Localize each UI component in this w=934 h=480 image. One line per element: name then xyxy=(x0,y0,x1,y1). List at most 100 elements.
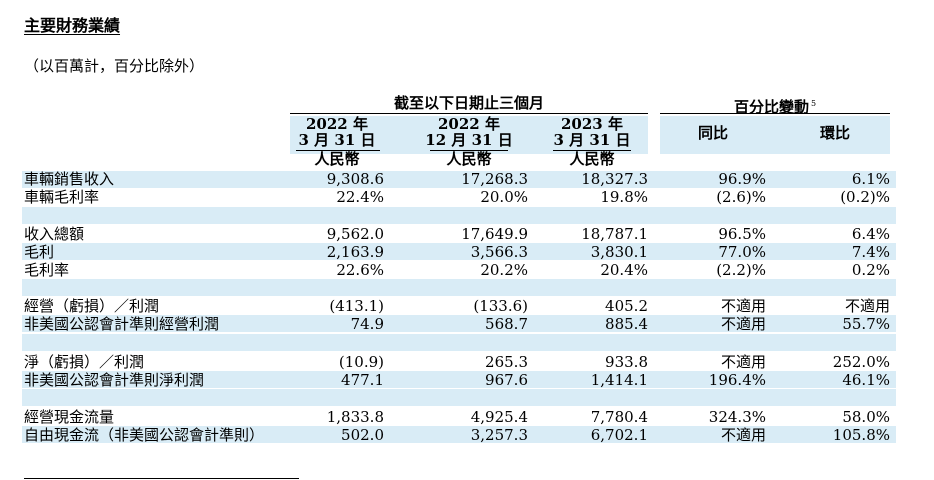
yoy-cell: 96.5% xyxy=(718,225,766,243)
value-cell: 22.6% xyxy=(336,261,384,279)
qoq-cell: 105.8% xyxy=(832,426,890,444)
qoq-cell: 0.2% xyxy=(851,261,890,279)
value-cell: 405.2 xyxy=(605,297,648,315)
value-cell: 22.4% xyxy=(336,188,384,206)
period-1-date: 3 月 31 日 xyxy=(298,131,376,149)
row-label: 經營（虧損）／利潤 xyxy=(24,297,160,315)
change-group-label: 百分比變動 xyxy=(733,98,809,116)
band-gap-3 xyxy=(22,334,896,351)
value-cell: 568.7 xyxy=(485,315,528,333)
qoq-header: 環比 xyxy=(819,124,850,142)
change-group-rule xyxy=(660,113,890,114)
qoq-cell: 6.4% xyxy=(851,225,890,243)
value-cell: 19.8% xyxy=(600,188,648,206)
qoq-cell: 252.0% xyxy=(832,353,890,371)
yoy-cell: 96.9% xyxy=(718,170,766,188)
period-3-underline xyxy=(553,150,631,151)
footnote-separator xyxy=(24,478,299,479)
value-cell: 18,787.1 xyxy=(581,225,648,243)
value-cell: 477.1 xyxy=(341,371,384,389)
units-note: （以百萬計，百分比除外） xyxy=(24,57,205,75)
yoy-cell: 不適用 xyxy=(720,315,766,333)
period-1-year: 2022 年 xyxy=(306,115,368,133)
band-gap-2 xyxy=(22,279,896,296)
band-row-total-revenue xyxy=(22,243,896,260)
yoy-cell: 196.4% xyxy=(708,371,766,389)
value-cell: 9,562.0 xyxy=(326,225,384,243)
value-cell: 9,308.6 xyxy=(326,170,384,188)
yoy-cell: (2.2)% xyxy=(716,261,766,279)
band-row-nongaap-net xyxy=(22,371,896,388)
row-label: 非美國公認會計準則經營利潤 xyxy=(24,315,220,333)
row-label: 毛利率 xyxy=(24,261,70,279)
value-cell: 3,830.1 xyxy=(590,243,648,261)
value-cell: 20.2% xyxy=(480,261,528,279)
value-cell: (413.1) xyxy=(329,297,384,315)
value-cell: 3,566.3 xyxy=(470,243,528,261)
value-cell: 7,780.4 xyxy=(590,408,648,426)
value-cell: 967.6 xyxy=(485,371,528,389)
value-cell: 502.0 xyxy=(341,426,384,444)
band-gap-1 xyxy=(22,207,896,224)
row-label: 經營現金流量 xyxy=(24,408,115,426)
period-1-currency: 人民幣 xyxy=(314,150,360,168)
row-label: 收入總額 xyxy=(24,225,85,243)
header-band-change xyxy=(660,116,890,154)
yoy-cell: 77.0% xyxy=(718,243,766,261)
value-cell: 20.0% xyxy=(480,188,528,206)
qoq-cell: 58.0% xyxy=(842,408,890,426)
value-cell: 4,925.4 xyxy=(470,408,528,426)
value-cell: 3,257.3 xyxy=(470,426,528,444)
period-3-date: 3 月 31 日 xyxy=(553,131,631,149)
qoq-cell: 不適用 xyxy=(844,297,890,315)
yoy-cell: 不適用 xyxy=(720,297,766,315)
band-row-vehicle-sales xyxy=(22,171,896,188)
row-label: 毛利 xyxy=(24,243,55,261)
period-2-underline xyxy=(430,150,508,151)
value-cell: 1,414.1 xyxy=(590,371,648,389)
period-1-underline xyxy=(296,150,380,151)
value-cell: 74.9 xyxy=(350,315,384,333)
row-label: 自由現金流（非美國公認會計準則） xyxy=(24,426,265,444)
qoq-cell: 46.1% xyxy=(842,371,890,389)
value-cell: (10.9) xyxy=(338,353,384,371)
value-cell: (133.6) xyxy=(473,297,528,315)
value-cell: 18,327.3 xyxy=(581,170,648,188)
change-group-header: 百分比變動 5 xyxy=(660,96,890,115)
band-row-free-cash-flow xyxy=(22,426,896,443)
value-cell: 20.4% xyxy=(600,261,648,279)
qoq-cell: (0.2)% xyxy=(840,188,890,206)
band-row-nongaap-operating xyxy=(22,315,896,332)
band-gap-4 xyxy=(22,389,896,406)
period-3-year: 2023 年 xyxy=(561,115,623,133)
period-2-year: 2022 年 xyxy=(438,115,500,133)
value-cell: 933.8 xyxy=(605,353,648,371)
row-label: 淨（虧損）／利潤 xyxy=(24,353,145,371)
qoq-cell: 7.4% xyxy=(851,243,890,261)
qoq-cell: 6.1% xyxy=(851,170,890,188)
qoq-cell: 55.7% xyxy=(842,315,890,333)
value-cell: 2,163.9 xyxy=(326,243,384,261)
row-label: 車輛毛利率 xyxy=(24,188,100,206)
row-label: 非美國公認會計準則淨利潤 xyxy=(24,371,205,389)
header-band-period xyxy=(290,116,648,154)
value-cell: 17,268.3 xyxy=(461,170,528,188)
period-group-rule xyxy=(290,113,648,114)
yoy-cell: 不適用 xyxy=(720,426,766,444)
value-cell: 17,649.9 xyxy=(461,225,528,243)
period-group-header: 截至以下日期止三個月 xyxy=(393,94,544,112)
footnote-marker: 5 xyxy=(810,99,817,108)
yoy-cell: (2.6)% xyxy=(716,188,766,206)
yoy-header: 同比 xyxy=(697,124,728,142)
value-cell: 6,702.1 xyxy=(590,426,648,444)
value-cell: 1,833.8 xyxy=(326,408,384,426)
section-title: 主要財務業績 xyxy=(24,16,121,35)
value-cell: 885.4 xyxy=(605,315,648,333)
period-2-currency: 人民幣 xyxy=(446,150,492,168)
yoy-cell: 不適用 xyxy=(720,353,766,371)
value-cell: 265.3 xyxy=(485,353,528,371)
yoy-cell: 324.3% xyxy=(708,408,766,426)
period-2-date: 12 月 31 日 xyxy=(425,131,513,149)
period-3-currency: 人民幣 xyxy=(569,150,615,168)
row-label: 車輛銷售收入 xyxy=(24,170,115,188)
